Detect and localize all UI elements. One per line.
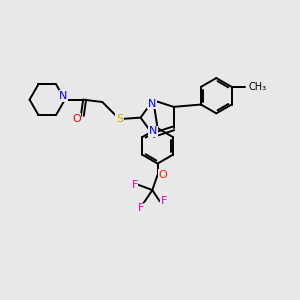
Text: O: O [72,114,81,124]
Text: F: F [160,196,167,206]
Text: S: S [116,114,123,124]
Text: F: F [138,203,145,213]
Text: N: N [59,91,68,101]
Text: CH₃: CH₃ [248,82,266,92]
Text: O: O [158,170,167,180]
Text: N: N [148,99,156,109]
Text: N: N [149,126,158,136]
Text: F: F [131,180,138,190]
